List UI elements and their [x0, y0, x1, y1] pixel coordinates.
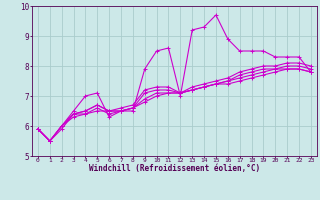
X-axis label: Windchill (Refroidissement éolien,°C): Windchill (Refroidissement éolien,°C) [89, 164, 260, 173]
